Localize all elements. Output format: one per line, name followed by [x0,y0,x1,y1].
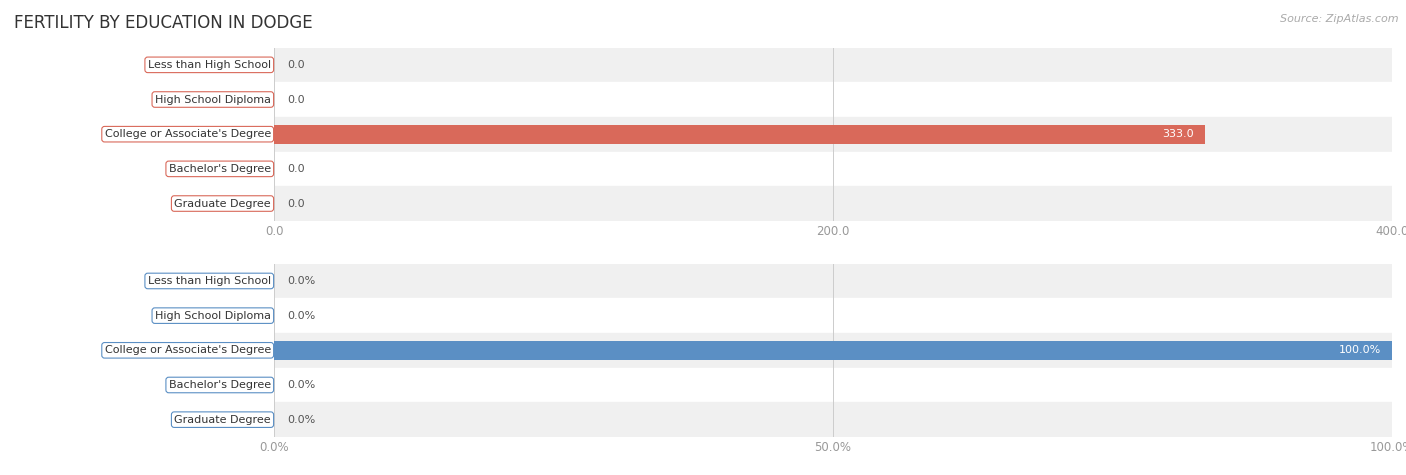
Text: 0.0: 0.0 [288,164,305,174]
Bar [274,152,1392,186]
Text: 0.0%: 0.0% [288,415,316,425]
Text: College or Associate's Degree: College or Associate's Degree [104,129,271,139]
Text: High School Diploma: High School Diploma [155,311,271,321]
Text: Graduate Degree: Graduate Degree [174,415,271,425]
Bar [274,368,1392,402]
Text: 0.0%: 0.0% [288,380,316,390]
Text: Source: ZipAtlas.com: Source: ZipAtlas.com [1281,14,1399,24]
Text: Less than High School: Less than High School [148,276,271,286]
Text: 0.0%: 0.0% [288,311,316,321]
Bar [274,117,1392,152]
Text: 0.0: 0.0 [288,95,305,104]
Bar [274,341,1392,360]
Bar [274,186,1392,221]
Text: 0.0%: 0.0% [288,276,316,286]
Bar [274,48,1392,82]
Text: 333.0: 333.0 [1161,129,1194,139]
Text: Graduate Degree: Graduate Degree [174,199,271,209]
Text: Less than High School: Less than High School [148,60,271,70]
Bar [274,82,1392,117]
Text: High School Diploma: High School Diploma [155,95,271,104]
Bar [274,402,1392,437]
Text: Bachelor's Degree: Bachelor's Degree [169,380,271,390]
Text: FERTILITY BY EDUCATION IN DODGE: FERTILITY BY EDUCATION IN DODGE [14,14,312,32]
Bar [274,124,1205,144]
Text: 0.0: 0.0 [288,60,305,70]
Bar [274,333,1392,368]
Text: Bachelor's Degree: Bachelor's Degree [169,164,271,174]
Text: 0.0: 0.0 [288,199,305,209]
Text: College or Associate's Degree: College or Associate's Degree [104,345,271,355]
Text: 100.0%: 100.0% [1339,345,1381,355]
Bar [274,298,1392,333]
Bar [274,264,1392,298]
